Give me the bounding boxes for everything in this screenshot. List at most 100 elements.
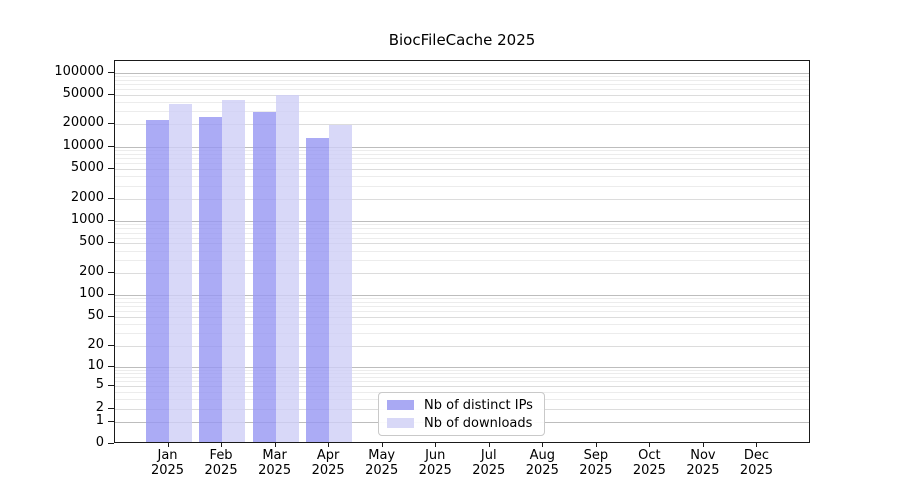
y-tick-label: 10000: [62, 137, 104, 153]
minor-gridline: [115, 306, 809, 308]
minor-gridline: [115, 176, 809, 178]
minor-gridline: [115, 298, 809, 300]
y-tick-mark: [108, 71, 114, 73]
legend-row: Nb of downloads: [387, 416, 536, 431]
major-gridline: [115, 146, 809, 148]
minor-gridline: [115, 84, 809, 86]
major-gridline: [115, 295, 809, 297]
x-tick-label: Nov 2025: [674, 448, 732, 478]
x-tick-label-year: 2025: [311, 462, 345, 478]
minor-gridline: [115, 237, 809, 239]
y-tick-mark: [108, 123, 114, 125]
x-tick-label: Mar 2025: [246, 448, 304, 478]
y-tick-mark: [108, 407, 114, 409]
chart-title: BiocFileCache 2025: [388, 31, 536, 49]
minor-gridline: [115, 75, 809, 77]
major-gridline: [115, 94, 809, 96]
x-tick-label-year: 2025: [258, 462, 292, 478]
y-tick-mark: [108, 420, 114, 422]
y-tick-label: 20000: [62, 115, 104, 131]
minor-gridline: [115, 79, 809, 81]
x-tick-label-year: 2025: [525, 462, 559, 478]
legend-label: Nb of distinct IPs: [424, 397, 533, 413]
minor-gridline: [115, 224, 809, 226]
x-tick-label: Dec 2025: [727, 448, 785, 478]
y-tick-label: 0: [95, 435, 104, 450]
x-tick-label-year: 2025: [418, 462, 452, 478]
legend: Nb of distinct IPs Nb of downloads: [378, 392, 545, 436]
x-tick-mark: [702, 443, 704, 447]
x-tick-mark: [274, 443, 276, 447]
bar-distinct-ips: [306, 137, 330, 442]
x-tick-label-year: 2025: [204, 462, 238, 478]
x-tick-label-month: May: [368, 448, 396, 463]
y-tick-mark: [108, 242, 114, 244]
minor-gridline: [115, 232, 809, 234]
x-tick-label-month: Jan: [157, 448, 178, 463]
y-tick-label: 1: [95, 412, 104, 428]
minor-gridline: [115, 373, 809, 375]
x-tick-label: Oct 2025: [620, 448, 678, 478]
y-tick-label: 2: [95, 399, 104, 415]
x-tick-mark: [167, 443, 169, 447]
x-tick-label-month: Nov: [690, 448, 716, 463]
y-tick-label: 50: [87, 308, 104, 324]
minor-gridline: [115, 311, 809, 313]
bar-distinct-ips: [252, 111, 276, 442]
x-tick-label-month: Dec: [743, 448, 770, 463]
plot-area: [114, 60, 810, 443]
x-tick-label: Jan 2025: [139, 448, 197, 478]
major-gridline: [115, 243, 809, 245]
y-tick-label: 10: [87, 357, 104, 373]
x-tick-label-year: 2025: [686, 462, 720, 478]
minor-gridline: [115, 302, 809, 304]
x-tick-label: Apr 2025: [299, 448, 357, 478]
y-tick-label: 100000: [54, 63, 104, 79]
y-tick-mark: [108, 93, 114, 95]
x-tick-label: Sep 2025: [567, 448, 625, 478]
x-tick-label: May 2025: [353, 448, 411, 478]
minor-gridline: [115, 163, 809, 165]
y-tick-mark: [108, 316, 114, 318]
x-tick-label-year: 2025: [579, 462, 613, 478]
x-tick-mark: [435, 443, 437, 447]
x-tick-mark: [328, 443, 330, 447]
minor-gridline: [115, 259, 809, 261]
legend-label: Nb of downloads: [424, 415, 533, 431]
x-tick-label-month: Jun: [425, 448, 446, 463]
y-tick-mark: [108, 220, 114, 222]
x-tick-label-year: 2025: [365, 462, 399, 478]
bar-downloads: [222, 100, 246, 442]
minor-gridline: [115, 102, 809, 104]
major-gridline: [115, 272, 809, 274]
x-tick-label: Jun 2025: [406, 448, 464, 478]
major-gridline: [115, 317, 809, 319]
minor-gridline: [115, 369, 809, 371]
legend-swatch-distinct-ips: [387, 400, 414, 410]
y-tick-mark: [108, 443, 114, 444]
minor-gridline: [115, 333, 809, 335]
x-tick-label: Jul 2025: [460, 448, 518, 478]
minor-gridline: [115, 111, 809, 113]
minor-gridline: [115, 381, 809, 383]
y-tick-mark: [108, 385, 114, 387]
x-tick-label-year: 2025: [472, 462, 506, 478]
x-tick-label: Feb 2025: [192, 448, 250, 478]
y-tick-label: 5000: [70, 160, 104, 176]
minor-gridline: [115, 324, 809, 326]
y-tick-mark: [108, 344, 114, 346]
major-gridline: [115, 386, 809, 388]
bar-downloads: [329, 125, 353, 442]
y-tick-label: 20: [87, 336, 104, 352]
x-tick-label-month: Apr: [316, 448, 340, 463]
x-tick-label-year: 2025: [150, 462, 185, 478]
y-tick-mark: [108, 197, 114, 199]
minor-gridline: [115, 154, 809, 156]
minor-gridline: [115, 376, 809, 378]
x-tick-label-month: Oct: [638, 448, 661, 463]
y-tick-mark: [108, 145, 114, 147]
minor-gridline: [115, 89, 809, 91]
y-tick-label: 5: [95, 377, 104, 393]
x-tick-label-month: Feb: [209, 448, 233, 463]
minor-gridline: [115, 158, 809, 160]
